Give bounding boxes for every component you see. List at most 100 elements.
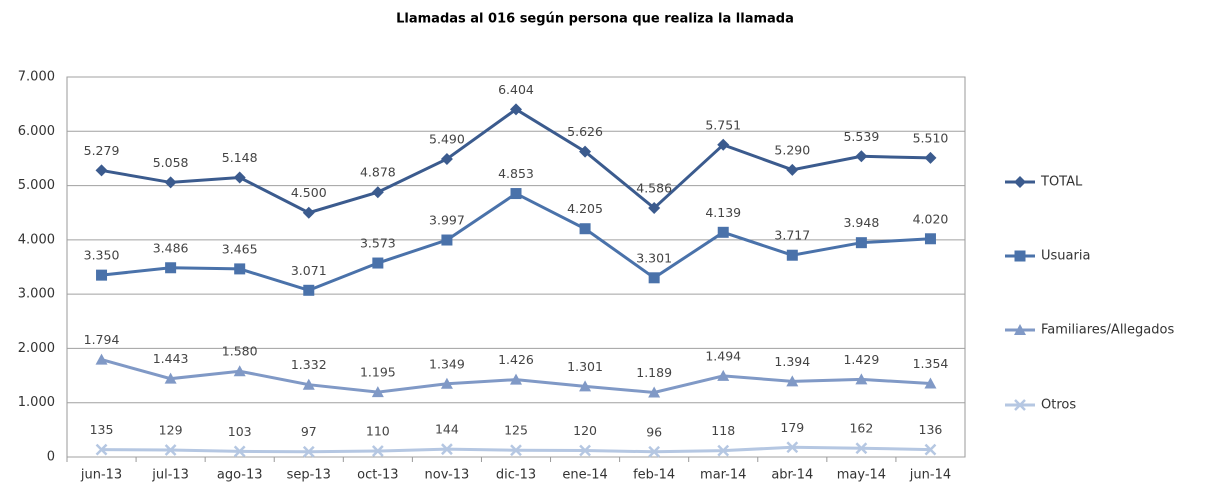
data-point (371, 186, 384, 199)
data-point (786, 375, 799, 387)
data-label: 3.486 (153, 240, 189, 255)
data-point (855, 237, 867, 249)
data-point (786, 249, 798, 261)
data-label: 97 (301, 424, 317, 439)
data-point (164, 444, 177, 456)
legend-label: Otros (1041, 398, 1076, 413)
y-tick-label: 2.000 (18, 341, 55, 356)
data-label: 3.071 (291, 263, 327, 278)
data-label: 5.148 (222, 150, 258, 165)
data-point (717, 226, 729, 238)
data-label: 4.853 (498, 166, 534, 181)
data-label: 4.878 (360, 165, 396, 180)
x-tick-label: ene-14 (562, 468, 607, 483)
data-label: 1.443 (153, 351, 189, 366)
data-label: 5.058 (153, 155, 189, 170)
data-label: 3.948 (843, 215, 879, 230)
data-point (233, 171, 246, 184)
data-point (786, 163, 799, 176)
x-tick-label: mar-14 (700, 468, 746, 483)
data-point (95, 164, 108, 177)
data-point (786, 441, 799, 454)
data-label: 162 (849, 421, 873, 436)
data-label: 5.290 (774, 142, 810, 157)
data-label: 4.500 (291, 185, 327, 200)
data-point (579, 444, 591, 457)
x-tick-label: jun-13 (80, 468, 122, 483)
data-point (648, 272, 660, 284)
data-label: 4.139 (705, 205, 741, 220)
legend-marker (1014, 324, 1026, 335)
data-label: 1.195 (360, 365, 396, 380)
data-label: 144 (435, 422, 459, 437)
legend-label: Familiares/Allegados (1041, 323, 1174, 338)
x-tick-label: abr-14 (771, 468, 813, 483)
data-label: 5.510 (913, 130, 949, 145)
x-tick-label: dic-13 (496, 468, 536, 483)
data-label: 5.490 (429, 131, 465, 146)
y-tick-label: 5.000 (18, 178, 55, 193)
data-label: 3.350 (84, 248, 120, 263)
data-point (648, 202, 661, 215)
data-point (855, 373, 868, 385)
data-label: 1.394 (774, 354, 810, 369)
data-label: 4.586 (636, 181, 672, 196)
data-point (95, 443, 108, 456)
data-point (924, 151, 937, 164)
data-label: 179 (780, 420, 804, 435)
data-label: 1.429 (843, 352, 879, 367)
data-point (579, 223, 591, 235)
data-point (233, 445, 246, 458)
data-point (855, 150, 868, 163)
data-point (96, 269, 108, 281)
data-label: 3.301 (636, 250, 672, 265)
legend-label: Usuaria (1041, 249, 1090, 264)
data-point (165, 262, 177, 274)
data-point (302, 378, 315, 390)
data-label: 120 (573, 423, 597, 438)
data-point (648, 386, 661, 398)
data-point (372, 257, 384, 269)
x-tick-label: jul-13 (151, 468, 189, 483)
data-label: 1.794 (84, 332, 120, 347)
data-label: 103 (228, 424, 252, 439)
legend-marker (1014, 399, 1026, 411)
x-tick-label: sep-13 (287, 468, 331, 483)
data-label: 5.626 (567, 124, 603, 139)
data-label: 6.404 (498, 82, 534, 97)
data-label: 3.717 (774, 228, 810, 243)
data-point (579, 145, 592, 158)
data-point (510, 373, 522, 385)
data-point (717, 444, 730, 457)
data-point (440, 377, 453, 389)
x-tick-label: feb-14 (633, 468, 675, 483)
data-point (302, 445, 315, 458)
data-point (924, 377, 937, 389)
legend-marker (1014, 250, 1026, 262)
data-point (924, 443, 937, 456)
data-label: 129 (159, 422, 183, 437)
data-label: 1.189 (636, 365, 672, 380)
data-point (924, 233, 936, 245)
data-label: 1.349 (429, 356, 465, 371)
data-point (95, 353, 108, 365)
data-label: 3.465 (222, 241, 258, 256)
data-point (371, 445, 384, 457)
data-point (234, 263, 246, 275)
data-label: 5.751 (705, 117, 741, 132)
data-label: 1.332 (291, 357, 327, 372)
data-point (579, 380, 592, 392)
data-label: 4.205 (567, 201, 603, 216)
data-point (233, 365, 246, 377)
data-label: 1.426 (498, 352, 534, 367)
data-label: 5.279 (84, 143, 120, 158)
y-tick-label: 7.000 (18, 70, 55, 85)
data-label: 1.354 (913, 356, 949, 371)
data-point (510, 103, 522, 116)
data-label: 3.997 (429, 213, 465, 228)
y-tick-label: 3.000 (18, 287, 55, 302)
data-point (510, 188, 522, 200)
y-tick-label: 1.000 (18, 395, 55, 410)
x-tick-label: may-14 (837, 468, 886, 483)
